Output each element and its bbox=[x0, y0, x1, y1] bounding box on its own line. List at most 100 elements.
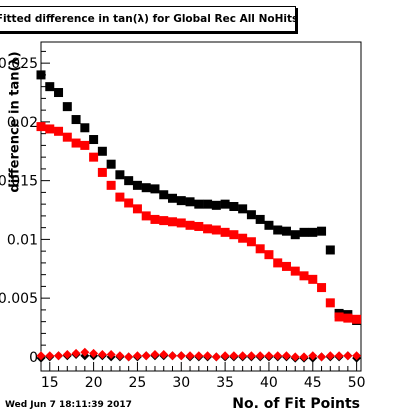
data-point-square bbox=[176, 196, 186, 206]
data-point-diamond bbox=[211, 352, 221, 362]
data-point-diamond bbox=[115, 351, 125, 361]
data-point-square bbox=[220, 227, 230, 237]
data-point-diamond bbox=[176, 351, 186, 361]
data-point-square bbox=[97, 146, 107, 156]
data-point-diamond bbox=[71, 348, 81, 358]
data-point-square bbox=[62, 102, 72, 112]
y-tick-label: 0.02 bbox=[7, 115, 38, 131]
data-point-square bbox=[132, 180, 142, 190]
data-point-square bbox=[343, 313, 353, 323]
data-point-square bbox=[246, 237, 256, 247]
data-point-diamond bbox=[54, 351, 64, 361]
data-point-diamond bbox=[343, 351, 353, 361]
data-point-diamond bbox=[220, 351, 230, 361]
data-point-square bbox=[150, 184, 160, 194]
data-point-square bbox=[273, 258, 283, 268]
data-point-square bbox=[36, 70, 46, 80]
data-point-square bbox=[229, 230, 239, 240]
data-point-square bbox=[194, 199, 204, 209]
data-point-diamond bbox=[36, 351, 46, 361]
data-point-diamond bbox=[334, 351, 344, 361]
data-point-square bbox=[159, 190, 169, 200]
data-point-square bbox=[281, 261, 291, 271]
data-point-square bbox=[290, 266, 300, 276]
data-point-square bbox=[54, 126, 64, 136]
x-tick-label: 30 bbox=[172, 375, 190, 391]
data-point-square bbox=[255, 244, 265, 254]
data-point-square bbox=[124, 176, 134, 186]
data-point-diamond bbox=[229, 351, 239, 361]
data-point-square bbox=[211, 225, 221, 235]
data-point-square bbox=[159, 216, 169, 226]
x-tick-label: 35 bbox=[216, 375, 234, 391]
data-point-square bbox=[150, 214, 160, 224]
data-point-diamond bbox=[255, 351, 265, 361]
plot-frame bbox=[40, 41, 362, 372]
data-point-diamond bbox=[290, 352, 300, 362]
data-point-square bbox=[308, 274, 318, 284]
data-point-diamond bbox=[246, 351, 256, 361]
data-point-diamond bbox=[203, 351, 213, 361]
data-point-diamond bbox=[308, 351, 318, 361]
data-point-square bbox=[132, 204, 142, 214]
data-point-diamond bbox=[299, 352, 309, 362]
y-axis-label: difference in tan(λ) bbox=[7, 51, 23, 193]
data-point-square bbox=[45, 82, 55, 92]
data-point-square bbox=[80, 140, 90, 150]
data-point-square bbox=[325, 245, 335, 255]
data-point-square bbox=[141, 183, 151, 193]
data-point-square bbox=[106, 180, 116, 190]
data-point-square bbox=[299, 271, 309, 281]
x-tick-label: 50 bbox=[348, 375, 366, 391]
data-point-square bbox=[97, 167, 107, 177]
data-point-diamond bbox=[150, 350, 160, 360]
data-point-square bbox=[299, 227, 309, 237]
data-point-diamond bbox=[273, 351, 283, 361]
data-point-square bbox=[255, 214, 265, 224]
data-point-square bbox=[317, 226, 327, 236]
y-tick-label: 0.015 bbox=[0, 174, 38, 190]
x-tick-label: 25 bbox=[129, 375, 147, 391]
data-point-square bbox=[264, 250, 274, 260]
data-point-square bbox=[290, 230, 300, 240]
data-point-square bbox=[62, 132, 72, 142]
data-point-diamond bbox=[185, 351, 195, 361]
data-point-diamond bbox=[80, 347, 90, 357]
data-point-square bbox=[80, 123, 90, 133]
data-point-square bbox=[115, 170, 125, 180]
data-marks bbox=[36, 70, 362, 363]
data-point-square bbox=[308, 227, 318, 237]
data-point-square bbox=[203, 224, 213, 234]
y-tick-label: 0.005 bbox=[0, 291, 38, 307]
x-tick-label: 15 bbox=[41, 375, 59, 391]
data-point-square bbox=[211, 200, 221, 210]
data-point-diamond bbox=[159, 350, 169, 360]
data-point-diamond bbox=[264, 351, 274, 361]
data-point-diamond bbox=[194, 351, 204, 361]
data-point-square bbox=[352, 314, 362, 324]
data-point-square bbox=[89, 152, 99, 162]
data-point-square bbox=[317, 283, 327, 293]
data-point-square bbox=[334, 312, 344, 322]
data-point-square bbox=[185, 220, 195, 230]
data-point-diamond bbox=[62, 350, 72, 360]
data-point-square bbox=[185, 197, 195, 207]
data-point-square bbox=[229, 202, 239, 211]
data-point-diamond bbox=[141, 351, 151, 361]
y-tick-label: 0 bbox=[29, 350, 38, 366]
data-point-diamond bbox=[45, 351, 55, 361]
data-point-square bbox=[194, 221, 204, 231]
data-point-square bbox=[264, 220, 274, 230]
data-point-square bbox=[220, 199, 230, 209]
data-point-square bbox=[89, 135, 99, 145]
x-tick-label: 20 bbox=[85, 375, 103, 391]
data-point-square bbox=[238, 204, 248, 214]
data-point-diamond bbox=[132, 351, 142, 361]
data-point-diamond bbox=[124, 352, 134, 362]
data-point-diamond bbox=[97, 350, 107, 360]
data-point-square bbox=[141, 211, 151, 221]
data-point-diamond bbox=[317, 352, 327, 362]
data-point-diamond bbox=[168, 351, 178, 361]
data-point-square bbox=[124, 198, 134, 208]
